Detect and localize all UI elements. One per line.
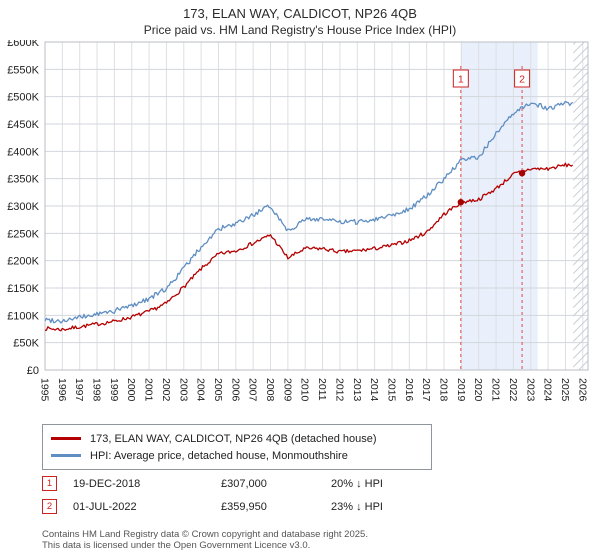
svg-text:2002: 2002 — [160, 378, 172, 402]
svg-text:2015: 2015 — [385, 378, 397, 402]
svg-text:1999: 1999 — [108, 378, 120, 402]
svg-text:£100K: £100K — [7, 310, 39, 322]
svg-text:2013: 2013 — [351, 378, 363, 402]
legend-item-property: 173, ELAN WAY, CALDICOT, NP26 4QB (detac… — [51, 430, 423, 447]
footer-line-2: This data is licensed under the Open Gov… — [42, 540, 311, 551]
svg-text:2026: 2026 — [576, 378, 588, 402]
transaction-2-hpi-delta: 23% ↓ HPI — [331, 500, 383, 513]
svg-text:2016: 2016 — [403, 378, 415, 402]
svg-text:2012: 2012 — [333, 378, 345, 402]
transaction-row-2: 2 01-JUL-2022 £359,950 23% ↓ HPI — [42, 499, 383, 514]
transaction-2-date: 01-JUL-2022 — [73, 500, 137, 513]
svg-text:£550K: £550K — [7, 64, 39, 76]
page-subtitle: Price paid vs. HM Land Registry's House … — [143, 23, 457, 37]
svg-text:2006: 2006 — [229, 378, 241, 402]
transaction-1-hpi-delta: 20% ↓ HPI — [331, 477, 383, 490]
chart-legend: 173, ELAN WAY, CALDICOT, NP26 4QB (detac… — [42, 424, 432, 470]
svg-text:£0: £0 — [27, 365, 39, 377]
svg-text:2000: 2000 — [125, 378, 137, 402]
svg-text:£200K: £200K — [7, 256, 39, 268]
transaction-1-date: 19-DEC-2018 — [73, 477, 141, 490]
transaction-row-1: 1 19-DEC-2018 £307,000 20% ↓ HPI — [42, 476, 383, 491]
svg-text:2009: 2009 — [281, 378, 293, 402]
svg-text:2023: 2023 — [524, 378, 536, 402]
svg-text:£150K: £150K — [7, 283, 39, 295]
transaction-1-price: £307,000 — [221, 477, 267, 490]
svg-text:£600K: £600K — [7, 40, 39, 49]
price-history-chart: £0 £50K £100K £150K £200K £250K £300K £350K £400… — [7, 40, 589, 402]
svg-text:2018: 2018 — [438, 378, 450, 402]
svg-text:2014: 2014 — [368, 378, 380, 402]
transaction-1-marker: 1 — [42, 476, 57, 491]
transaction-2-price: £359,950 — [221, 500, 267, 513]
svg-text:£350K: £350K — [7, 174, 39, 186]
footer-line-1: Contains HM Land Registry data © Crown c… — [42, 529, 368, 540]
legend-label-property: 173, ELAN WAY, CALDICOT, NP26 4QB (detac… — [90, 432, 377, 445]
svg-text:2008: 2008 — [264, 378, 276, 402]
legend-item-hpi: HPI: Average price, detached house, Monm… — [51, 447, 423, 464]
svg-text:2022: 2022 — [507, 378, 519, 402]
license-footer: Contains HM Land Registry data © Crown c… — [42, 529, 368, 551]
svg-text:2: 2 — [519, 74, 525, 86]
svg-text:1995: 1995 — [39, 378, 51, 402]
svg-text:2001: 2001 — [143, 378, 155, 402]
legend-line-swatch-property — [51, 437, 81, 440]
svg-text:2021: 2021 — [490, 378, 502, 402]
page-title: 173, ELAN WAY, CALDICOT, NP26 4QB — [183, 6, 417, 21]
svg-text:2005: 2005 — [212, 378, 224, 402]
legend-label-hpi: HPI: Average price, detached house, Monm… — [90, 449, 348, 462]
transaction-2-marker: 2 — [42, 499, 57, 514]
svg-text:2020: 2020 — [472, 378, 484, 402]
svg-text:£450K: £450K — [7, 119, 39, 131]
svg-text:1998: 1998 — [91, 378, 103, 402]
svg-text:£50K: £50K — [13, 338, 39, 350]
svg-text:2010: 2010 — [299, 378, 311, 402]
svg-text:2019: 2019 — [455, 378, 467, 402]
svg-text:£300K: £300K — [7, 201, 39, 213]
legend-line-swatch-hpi — [51, 454, 81, 457]
svg-text:1997: 1997 — [73, 378, 85, 402]
svg-text:2007: 2007 — [247, 378, 259, 402]
svg-text:1: 1 — [458, 74, 464, 86]
svg-text:2017: 2017 — [420, 378, 432, 402]
svg-text:2003: 2003 — [177, 378, 189, 402]
svg-text:£500K: £500K — [7, 92, 39, 104]
svg-text:£400K: £400K — [7, 146, 39, 158]
svg-text:2011: 2011 — [316, 378, 328, 401]
svg-text:2025: 2025 — [559, 378, 571, 402]
svg-text:£250K: £250K — [7, 228, 39, 240]
svg-text:2024: 2024 — [542, 378, 554, 402]
svg-text:2004: 2004 — [195, 378, 207, 402]
svg-text:1996: 1996 — [56, 378, 68, 402]
